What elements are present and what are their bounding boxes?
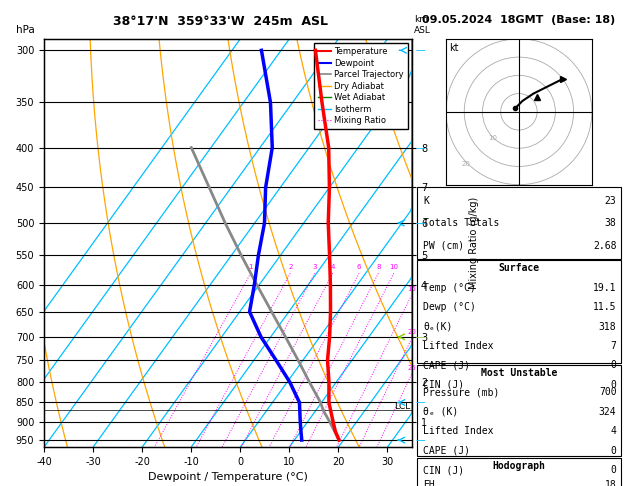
Text: 4: 4 [611, 426, 616, 436]
Text: θₑ (K): θₑ (K) [423, 407, 459, 417]
Text: 3: 3 [313, 264, 317, 270]
Text: PW (cm): PW (cm) [423, 241, 465, 251]
Text: 7: 7 [611, 341, 616, 351]
Text: 1: 1 [248, 264, 253, 270]
Text: hPa: hPa [16, 25, 35, 35]
Bar [417, 260, 621, 364]
Text: 2: 2 [288, 264, 292, 270]
X-axis label: Dewpoint / Temperature (°C): Dewpoint / Temperature (°C) [148, 472, 308, 483]
Text: 15: 15 [407, 286, 416, 292]
Text: Lifted Index: Lifted Index [423, 426, 494, 436]
Bar [417, 458, 621, 486]
Bar [417, 187, 621, 259]
Text: 25: 25 [407, 365, 416, 371]
Text: —: — [415, 435, 425, 445]
Text: —: — [415, 398, 425, 407]
Text: kt: kt [449, 43, 459, 53]
Text: 18: 18 [604, 480, 616, 486]
Text: Lifted Index: Lifted Index [423, 341, 494, 351]
Text: —: — [415, 142, 425, 153]
Text: 4: 4 [331, 264, 335, 270]
Text: —: — [415, 218, 425, 228]
Text: 20: 20 [407, 329, 416, 335]
Text: LCL: LCL [394, 402, 411, 411]
Text: 09.05.2024  18GMT  (Base: 18): 09.05.2024 18GMT (Base: 18) [422, 15, 616, 25]
Y-axis label: Mixing Ratio (g/kg): Mixing Ratio (g/kg) [469, 197, 479, 289]
Text: EH: EH [423, 480, 435, 486]
Text: Hodograph: Hodograph [493, 461, 545, 470]
Text: 8: 8 [376, 264, 381, 270]
Text: K: K [423, 196, 430, 206]
Text: Most Unstable: Most Unstable [481, 368, 557, 378]
Text: 6: 6 [357, 264, 361, 270]
Text: —: — [415, 332, 425, 342]
Text: 23: 23 [604, 196, 616, 206]
Text: —: — [415, 45, 425, 55]
Text: 20: 20 [462, 161, 471, 167]
Text: Totals Totals: Totals Totals [423, 219, 500, 228]
Text: 0: 0 [611, 380, 616, 390]
Text: Dewp (°C): Dewp (°C) [423, 302, 476, 312]
Text: Temp (°C): Temp (°C) [423, 283, 476, 293]
Text: 38: 38 [604, 219, 616, 228]
Legend: Temperature, Dewpoint, Parcel Trajectory, Dry Adiabat, Wet Adiabat, Isotherm, Mi: Temperature, Dewpoint, Parcel Trajectory… [314, 43, 408, 129]
Text: CIN (J): CIN (J) [423, 465, 465, 475]
Text: 38°17'N  359°33'W  245m  ASL: 38°17'N 359°33'W 245m ASL [113, 15, 328, 28]
Text: θₑ(K): θₑ(K) [423, 322, 453, 331]
Text: 0: 0 [611, 446, 616, 456]
Text: 11.5: 11.5 [593, 302, 616, 312]
Text: CAPE (J): CAPE (J) [423, 446, 470, 456]
Text: 2.68: 2.68 [593, 241, 616, 251]
Bar [417, 365, 621, 456]
Text: 0: 0 [611, 465, 616, 475]
Text: Pressure (mb): Pressure (mb) [423, 387, 500, 398]
Text: 10: 10 [488, 135, 497, 141]
Text: CIN (J): CIN (J) [423, 380, 465, 390]
Text: Surface: Surface [498, 263, 540, 273]
Text: 10: 10 [389, 264, 398, 270]
Text: km
ASL: km ASL [414, 16, 431, 35]
Text: 0: 0 [611, 361, 616, 370]
Text: 318: 318 [599, 322, 616, 331]
Text: 19.1: 19.1 [593, 283, 616, 293]
Text: 324: 324 [599, 407, 616, 417]
Text: 700: 700 [599, 387, 616, 398]
Text: CAPE (J): CAPE (J) [423, 361, 470, 370]
